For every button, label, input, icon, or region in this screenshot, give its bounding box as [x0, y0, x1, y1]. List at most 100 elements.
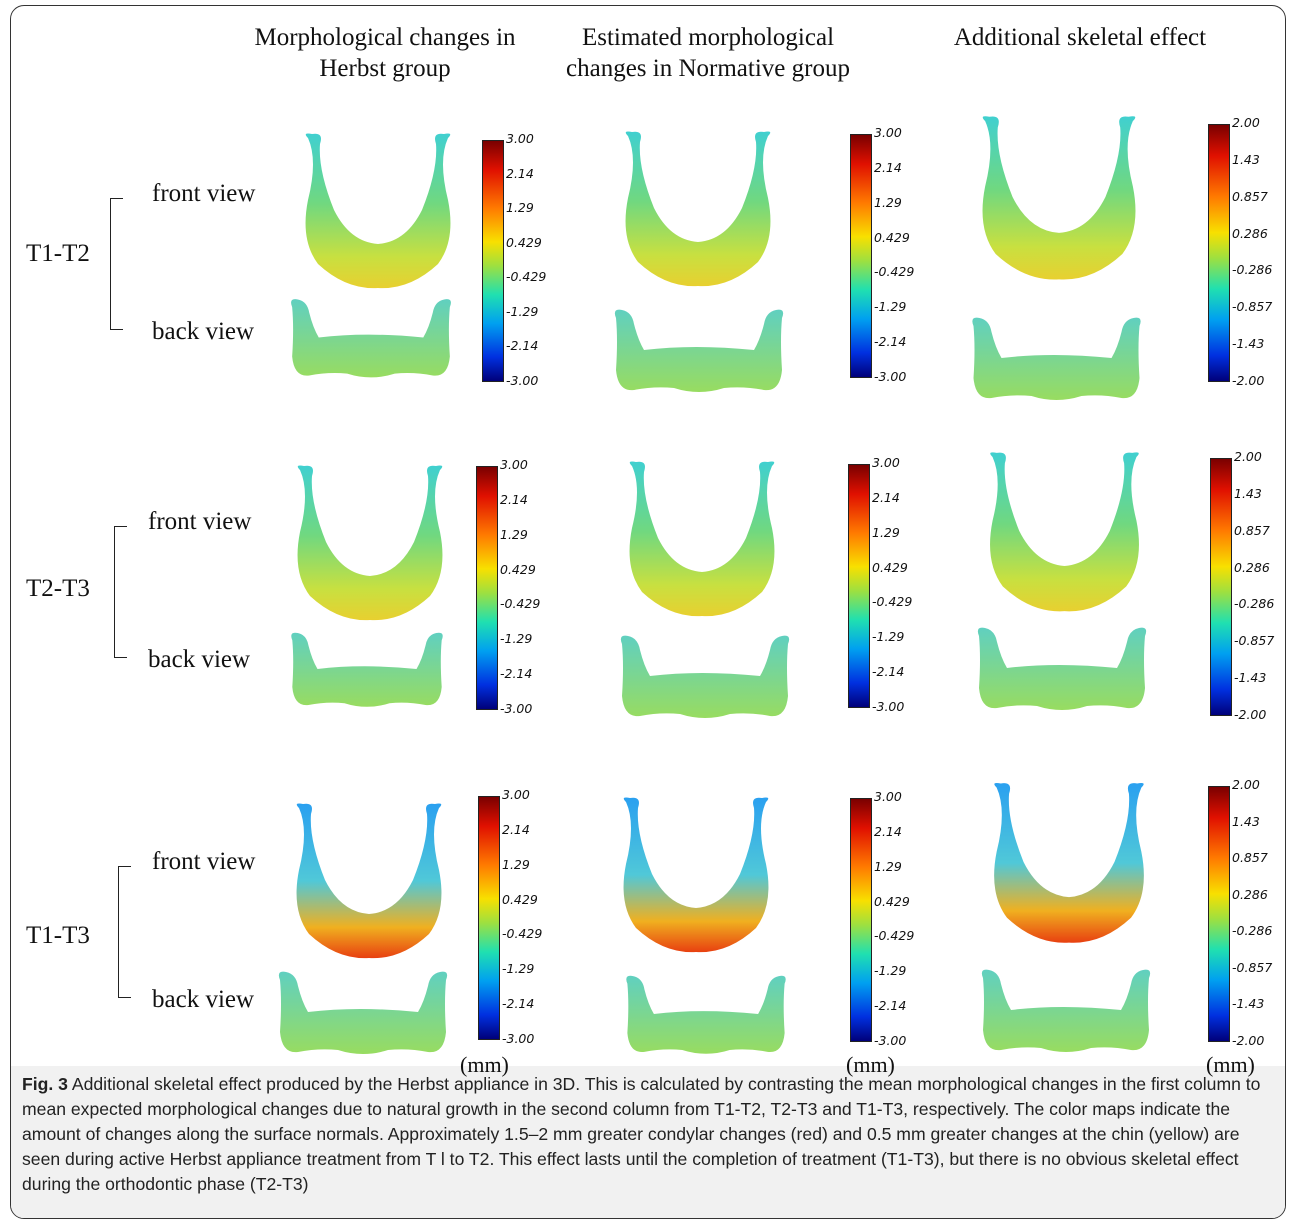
row-label-t1-t3: T1-T3: [26, 922, 90, 949]
unit-label-herbst: (mm): [460, 1052, 509, 1077]
colorbar-tick-label: 2.14: [502, 821, 530, 837]
front-view-label: front view: [148, 508, 252, 535]
column-title-herbst: Morphological changes in Herbst group: [254, 24, 516, 82]
front-view-label: front view: [152, 180, 256, 207]
colorbar-tick-label: 1.29: [506, 200, 534, 216]
row-label-t1-t2: T1-T2: [26, 240, 90, 267]
colorbar-tick-label: -2.00: [1232, 373, 1265, 388]
colorbar-additional-t1-t2: [1208, 124, 1230, 382]
row-bracket-t1-t3: [118, 866, 131, 998]
mandible-back-normative-t2-t3: [600, 626, 810, 726]
colorbar-tick-label: -3.00: [872, 699, 905, 714]
colorbar-tick-label: 0.857: [1232, 850, 1268, 866]
mandible-back-herbst-t1-t2: [276, 290, 466, 385]
colorbar-tick-label: 2.14: [506, 165, 534, 181]
colorbar-tick-label: -0.429: [502, 926, 543, 942]
back-view-label: back view: [152, 318, 255, 345]
colorbar-tick-label: 0.286: [1232, 225, 1268, 241]
colorbar-herbst-t1-t3: [478, 796, 500, 1040]
colorbar-tick-label: -1.43: [1234, 670, 1267, 686]
back-view-label: back view: [148, 646, 251, 673]
colorbar-tick-label: 1.29: [872, 524, 900, 540]
row-bracket-t2-t3: [114, 526, 127, 658]
colorbar-tick-label: -2.00: [1232, 1033, 1265, 1048]
colorbar-tick-label: -0.857: [1232, 299, 1273, 315]
colorbar-tick-label: 1.43: [1232, 151, 1260, 167]
colorbar-tick-label: 3.00: [874, 789, 902, 804]
colorbar-tick-label: -2.14: [874, 334, 907, 350]
colorbar-tick-label: -2.14: [872, 664, 905, 680]
colorbar-tick-label: -1.29: [874, 299, 907, 315]
colorbar-tick-label: 1.29: [502, 856, 530, 872]
colorbar-tick-label: -1.43: [1232, 336, 1265, 352]
caption-figure-label: Fig. 3: [22, 1074, 68, 1094]
figure-frame: [10, 5, 1286, 1219]
mandible-front-normative-t2-t3: [612, 458, 792, 618]
colorbar-tick-label: -2.14: [874, 998, 907, 1014]
mandible-front-herbst-t2-t3: [280, 462, 460, 622]
colorbar-tick-label: 0.429: [502, 891, 538, 907]
colorbar-tick-label: 2.14: [874, 159, 902, 175]
colorbar-tick-label: -2.00: [1234, 707, 1267, 722]
unit-label-normative: (mm): [846, 1052, 895, 1077]
colorbar-tick-label: 0.429: [874, 229, 910, 245]
colorbar-tick-label: -0.857: [1234, 633, 1275, 649]
colorbar-tick-label: -0.286: [1234, 596, 1275, 612]
colorbar-tick-label: -0.429: [874, 264, 915, 280]
colorbar-tick-label: -3.00: [506, 373, 539, 388]
colorbar-tick-label: -3.00: [502, 1031, 535, 1046]
colorbar-tick-label: -0.429: [500, 596, 541, 612]
colorbar-tick-label: -3.00: [874, 1033, 907, 1048]
colorbar-normative-t1-t2: [850, 134, 872, 378]
colorbar-tick-label: -2.14: [502, 996, 535, 1012]
mandible-back-herbst-t2-t3: [272, 624, 462, 714]
colorbar-tick-label: 1.43: [1234, 485, 1262, 501]
colorbar-tick-label: 1.43: [1232, 813, 1260, 829]
colorbar-tick-label: -0.857: [1232, 959, 1273, 975]
colorbar-tick-label: 2.14: [874, 823, 902, 839]
colorbar-tick-label: -2.14: [500, 666, 533, 682]
mandible-back-additional-t1-t3: [966, 960, 1166, 1060]
colorbar-tick-label: -1.29: [500, 631, 533, 647]
colorbar-tick-label: 1.29: [874, 858, 902, 874]
colorbar-tick-label: 2.00: [1232, 115, 1260, 130]
colorbar-tick-label: 2.00: [1234, 449, 1262, 464]
column-title-additional: Additional skeletal effect: [953, 24, 1207, 51]
caption-background: [11, 1066, 1285, 1218]
mandible-front-normative-t1-t3: [604, 794, 788, 954]
mandible-back-additional-t1-t2: [954, 308, 1159, 408]
row-bracket-t1-t2: [110, 198, 123, 330]
colorbar-tick-label: -3.00: [500, 701, 533, 716]
colorbar-tick-label: -0.429: [874, 928, 915, 944]
colorbar-tick-label: -0.429: [872, 594, 913, 610]
mandible-front-herbst-t1-t2: [288, 130, 468, 290]
figure-caption: Fig. 3 Additional skeletal effect produc…: [22, 1072, 1272, 1197]
colorbar-herbst-t2-t3: [476, 466, 498, 710]
unit-label-additional: (mm): [1206, 1052, 1255, 1077]
colorbar-tick-label: -3.00: [874, 369, 907, 384]
colorbar-tick-label: 2.00: [1232, 777, 1260, 792]
mandible-back-normative-t1-t3: [616, 966, 796, 1062]
colorbar-tick-label: 2.14: [500, 491, 528, 507]
mandible-back-herbst-t1-t3: [266, 962, 460, 1062]
colorbar-tick-label: 0.857: [1234, 522, 1270, 538]
colorbar-additional-t2-t3: [1210, 458, 1232, 716]
colorbar-tick-label: 3.00: [502, 787, 530, 802]
colorbar-tick-label: 0.429: [872, 559, 908, 575]
colorbar-tick-label: 0.429: [500, 561, 536, 577]
colorbar-tick-label: -0.286: [1232, 923, 1273, 939]
column-title-normative: Estimated morphological changes in Norma…: [566, 24, 850, 82]
colorbar-additional-t1-t3: [1208, 786, 1230, 1042]
colorbar-tick-label: -1.29: [874, 963, 907, 979]
mandible-front-normative-t1-t2: [608, 128, 788, 288]
colorbar-tick-label: 2.14: [872, 489, 900, 505]
colorbar-tick-label: 0.857: [1232, 188, 1268, 204]
colorbar-tick-label: -2.14: [506, 338, 539, 354]
colorbar-herbst-t1-t2: [482, 140, 504, 382]
mandible-back-additional-t2-t3: [956, 618, 1168, 718]
colorbar-tick-label: 3.00: [872, 455, 900, 470]
colorbar-tick-label: -1.43: [1232, 996, 1265, 1012]
colorbar-tick-label: 3.00: [506, 131, 534, 146]
mandible-front-additional-t2-t3: [972, 446, 1157, 616]
mandible-front-additional-t1-t3: [976, 772, 1162, 952]
